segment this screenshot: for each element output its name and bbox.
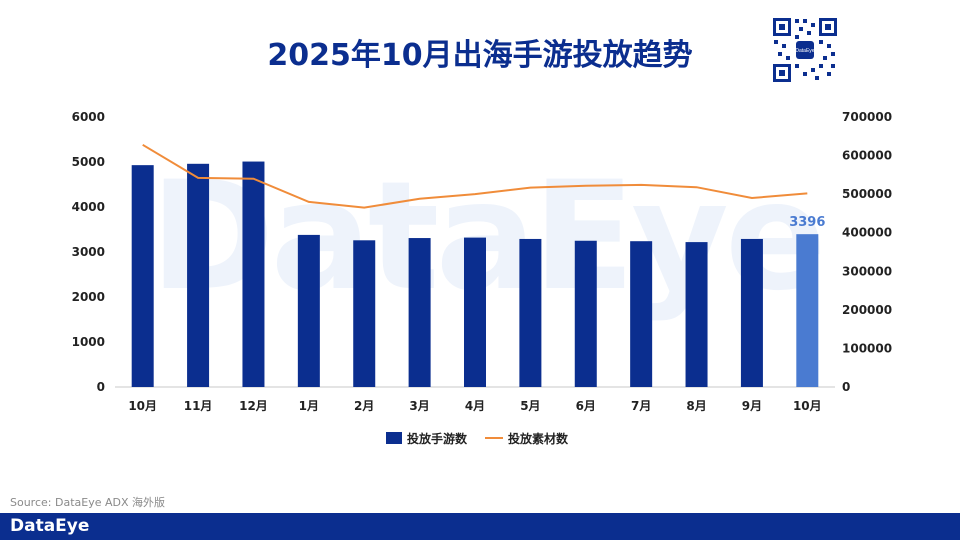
right-axis-tick-label: 0 (842, 380, 850, 394)
bar (630, 241, 653, 387)
x-axis-tick-label: 3月 (409, 399, 429, 413)
qr-logo-text: DataEye (795, 48, 814, 54)
x-axis-tick-label: 9月 (742, 399, 762, 413)
bar (187, 163, 210, 387)
footer-logo: DataEye (10, 516, 90, 536)
x-axis-tick-label: 4月 (465, 399, 485, 413)
line-series-material-count (142, 143, 808, 209)
bar (685, 242, 708, 387)
data-label: 3396 (789, 215, 825, 230)
x-axis-tick-label: 6月 (576, 399, 596, 413)
footer-bar: DataEye (0, 513, 960, 540)
left-axis-tick-label: 0 (97, 380, 105, 394)
x-axis-tick-label: 11月 (184, 399, 213, 413)
left-axis-tick-label: 3000 (72, 245, 105, 259)
bar (464, 237, 486, 387)
left-axis-tick-label: 2000 (72, 290, 105, 304)
bar (519, 238, 542, 387)
x-axis-tick-label: 1月 (299, 399, 319, 413)
legend-swatch-bar (386, 432, 402, 444)
bar (242, 161, 265, 387)
bar (408, 238, 431, 387)
right-axis-tick-label: 700000 (842, 110, 892, 124)
left-axis-tick-label: 5000 (72, 155, 105, 169)
x-axis-tick-label: 5月 (520, 399, 540, 413)
page-title: 2025年10月出海手游投放趋势 (267, 38, 693, 73)
bar (574, 240, 597, 387)
right-axis-tick-label: 300000 (842, 264, 892, 278)
right-axis-tick-label: 400000 (842, 226, 892, 240)
bar (740, 238, 763, 387)
bar (796, 234, 819, 387)
right-axis-tick-label: 100000 (842, 341, 892, 355)
left-axis-tick-label: 6000 (72, 110, 105, 124)
right-axis-tick-label: 200000 (842, 303, 892, 317)
left-axis-tick-label: 4000 (72, 200, 105, 214)
right-axis-tick-label: 500000 (842, 187, 892, 201)
right-axis-tick-label: 600000 (842, 149, 892, 163)
x-axis-tick-label: 7月 (631, 399, 651, 413)
legend-label: 投放手游数 (407, 431, 468, 446)
x-axis-tick-label: 12月 (239, 399, 268, 413)
legend-label: 投放素材数 (508, 431, 569, 446)
bar (297, 234, 320, 387)
x-axis-tick-label: 2月 (354, 399, 374, 413)
source-note: Source: DataEye ADX 海外版 (10, 496, 165, 509)
qr-code-icon: DataEye (771, 16, 839, 84)
left-axis-tick-label: 1000 (72, 335, 105, 349)
x-axis-tick-label: 10月 (128, 399, 157, 413)
bar (131, 165, 154, 387)
x-axis-tick-label: 10月 (793, 399, 822, 413)
bar (353, 240, 376, 387)
x-axis-tick-label: 8月 (686, 399, 706, 413)
